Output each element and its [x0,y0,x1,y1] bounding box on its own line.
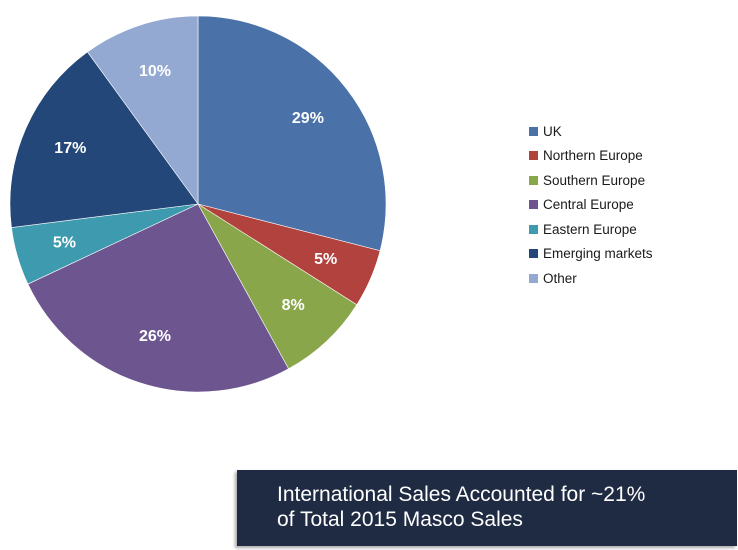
legend-item-other: Other [529,266,653,291]
legend-swatch [529,175,538,185]
data-label-northern-europe: 5% [314,251,337,268]
pie-slice-emerging-markets [9,51,199,228]
pie-slice-central-europe [27,203,289,393]
banner-line-1: International Sales Accounted for ~21% [277,483,646,506]
legend-item-northern-europe: Northern Europe [529,144,653,169]
legend-item-uk: UK [529,119,653,144]
legend-label: Other [543,270,577,286]
legend-label: Eastern Europe [543,221,637,237]
data-label-other: 10% [139,63,171,80]
data-label-uk: 29% [292,110,324,127]
legend-item-central-europe: Central Europe [529,193,653,218]
legend-swatch [529,200,538,210]
legend-swatch [529,126,538,136]
legend-label: UK [543,123,562,139]
legend-label: Northern Europe [543,148,643,164]
legend-label: Emerging markets [543,246,653,262]
pie-slice-southern-europe [197,203,358,370]
data-label-eastern-europe: 5% [53,234,76,251]
legend-swatch [529,273,538,283]
legend-item-eastern-europe: Eastern Europe [529,217,653,242]
legend-label: Southern Europe [543,172,646,188]
data-label-central-europe: 26% [139,328,171,345]
legend-item-southern-europe: Southern Europe [529,168,653,193]
legend-swatch [529,151,538,161]
legend-label: Central Europe [543,197,634,213]
legend-swatch [529,249,538,259]
banner-line-2: of Total 2015 Masco Sales [277,508,523,531]
data-label-emerging-markets: 17% [54,140,86,157]
legend-item-emerging-markets: Emerging markets [529,242,653,267]
pie-chart: 29% 5% 8% 26% 5% 17% 10% [9,15,387,393]
pie-slice-uk [197,15,387,252]
legend-swatch [529,224,538,234]
pie-slice-other [87,15,199,205]
summary-banner: International Sales Accounted for ~21% o… [237,470,737,546]
chart-legend: UK Northern Europe Southern Europe Central … [529,119,653,291]
data-label-southern-europe: 8% [282,297,305,314]
